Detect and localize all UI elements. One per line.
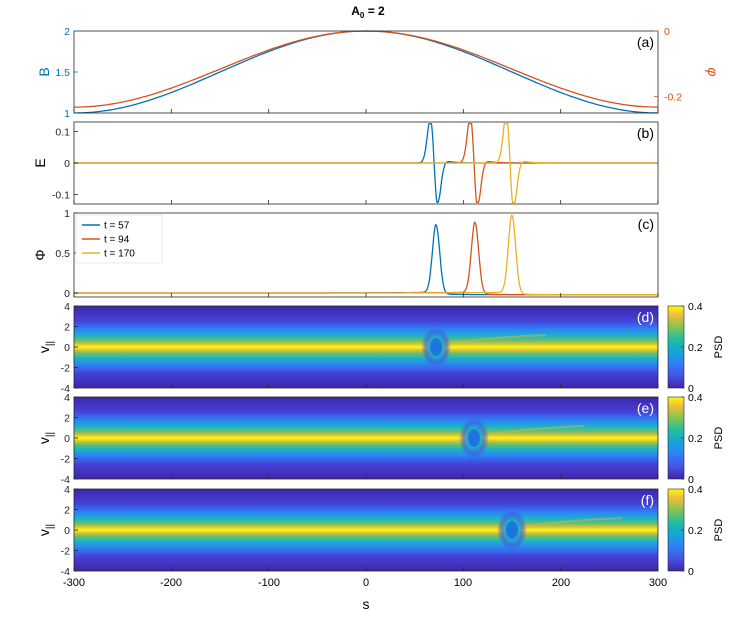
colorbar-label: PSD (713, 427, 725, 450)
y-tick-label: 1.5 (55, 67, 70, 79)
y-tick-label: 0.1 (55, 126, 70, 138)
y-tick-label: 0.5 (55, 248, 70, 260)
legend-entry: t = 94 (104, 235, 130, 246)
y-tick-label: 0 (64, 433, 70, 445)
y-tick-label: 2 (64, 413, 70, 425)
panel-label: (f) (641, 492, 654, 508)
y-tick-label: 0 (64, 158, 70, 170)
y-axis-label: Φ (32, 249, 48, 260)
y-tick-label: 1 (64, 108, 70, 120)
colorbar-tick-label: 0 (688, 474, 694, 486)
series-line-E-2 (74, 122, 658, 204)
y-tick-label: -2 (61, 546, 70, 558)
colorbar-label: PSD (713, 336, 725, 359)
x-tick-label: -100 (258, 577, 280, 589)
heatmap-background (74, 306, 658, 388)
y-tick-label: 4 (64, 301, 70, 313)
y-tick-label: -4 (61, 383, 70, 395)
panel-label: (d) (637, 309, 654, 325)
x-tick-label: -300 (63, 577, 85, 589)
y-tick-label: -4 (61, 474, 70, 486)
y-tick-label: 0 (664, 26, 670, 38)
colorbar-tick-label: 0.4 (688, 392, 703, 404)
x-tick-label: 0 (363, 577, 369, 589)
phase-space-wake (517, 517, 623, 528)
colorbar-tick-label: 0.2 (688, 433, 703, 445)
x-axis-label: s (363, 596, 370, 612)
y-tick-label: -0.2 (664, 92, 682, 104)
legend-entry: t = 57 (104, 221, 130, 232)
y-tick-label: 0 (64, 288, 70, 300)
legend: t = 57 t = 94 t = 170 (75, 214, 163, 264)
panel-label: (b) (637, 125, 654, 141)
y-axis-label-left: B (36, 67, 52, 76)
colorbar: 0 0.2 0.4 PSD (667, 392, 725, 486)
colorbar-tick-label: 0.2 (688, 342, 703, 354)
panel-a: 1 1.5 2 -0.2 0 B φ (a) (36, 26, 721, 120)
y-tick-label: 2 (64, 26, 70, 38)
x-tick-label: 300 (649, 577, 667, 589)
phase-space-wake (441, 334, 547, 345)
x-tick-label: 200 (552, 577, 570, 589)
y-tick-label: 0 (64, 525, 70, 537)
colorbar-tick-label: 0.4 (688, 301, 703, 313)
y-axis-label-right: φ (705, 67, 721, 76)
panel-e: -4 -2 0 2 4 v|| (e) 0 0.2 0.4 PSD (36, 392, 725, 486)
panel-label: (c) (638, 216, 654, 232)
colorbar-tick-label: 0.2 (688, 525, 703, 537)
phase-space-wake (479, 425, 585, 436)
y-tick-label: 0 (64, 342, 70, 354)
colorbar: 0 0.2 0.4 PSD (667, 301, 725, 395)
y-tick-label: 1 (64, 208, 70, 220)
x-tick-labels: -300 -200 -100 0 100 200 300 (63, 577, 667, 589)
panel-label: (e) (637, 400, 654, 416)
panel-b: -0.1 0 0.1 E (b) (32, 121, 659, 205)
panel-f: -4 -2 0 2 4 v|| (f) 0 0.2 0.4 PSD (36, 484, 725, 578)
y-tick-label: 2 (64, 505, 70, 517)
colorbar-label: PSD (713, 519, 725, 542)
colorbar-tick-label: 0.4 (688, 484, 703, 496)
x-tick-label: -200 (160, 577, 182, 589)
y-tick-label: -4 (61, 566, 70, 578)
y-axis-label: v|| (36, 341, 56, 353)
panel-c: 0 0.5 1 Φ (c) t = 57 t = 94 t = 170 (32, 208, 659, 300)
panel-label: (a) (637, 34, 654, 50)
y-tick-label: -0.1 (52, 190, 70, 202)
axes-frame (73, 30, 659, 114)
panel-d: -4 -2 0 2 4 v|| (d) 0 0.2 0.4 PSD (36, 301, 725, 395)
heatmap-background (74, 489, 658, 571)
y-tick-label: -2 (61, 363, 70, 375)
y-axis-label: E (32, 158, 48, 167)
phase-space-hole-core (506, 521, 518, 539)
y-axis-label: v|| (36, 432, 56, 444)
x-tick-label: 100 (454, 577, 472, 589)
phase-space-hole-core (430, 338, 443, 356)
heatmap-background (74, 397, 658, 479)
series-line-B (73, 30, 659, 114)
colorbar: 0 0.2 0.4 PSD (667, 484, 725, 578)
colorbar-tick-label: 0 (688, 383, 694, 395)
legend-entry: t = 170 (104, 249, 135, 260)
figure-title: A0 = 2 (351, 4, 385, 20)
colorbar-tick-label: 0 (688, 566, 694, 578)
y-tick-label: 4 (64, 484, 70, 496)
y-tick-label: 2 (64, 322, 70, 334)
y-axis-label: v|| (36, 524, 56, 536)
y-tick-label: 4 (64, 392, 70, 404)
y-tick-label: -2 (61, 454, 70, 466)
phase-space-hole-core (468, 429, 481, 447)
